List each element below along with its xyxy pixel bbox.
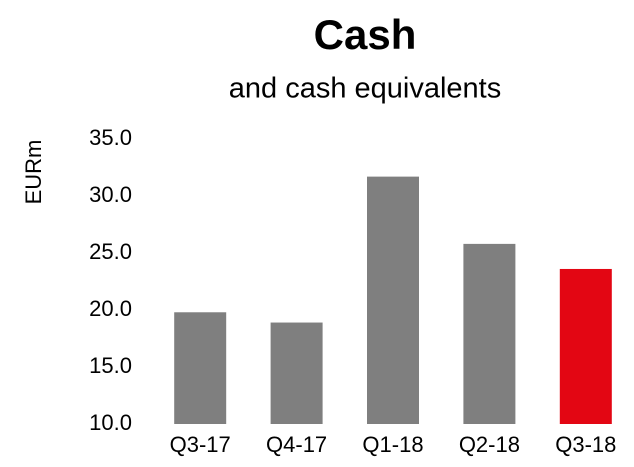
y-tick-label: 30.0 [89,182,132,207]
y-tick-label: 15.0 [89,353,132,378]
x-tick-label: Q3-17 [170,432,231,457]
bar [367,176,419,424]
x-tick-label: Q4-17 [266,432,327,457]
x-tick-label: Q2-18 [459,432,520,457]
y-tick-label: 20.0 [89,296,132,321]
x-tick-label: Q3-18 [555,432,616,457]
bar [559,268,612,424]
chart-title: Cash [314,11,417,58]
bar [270,322,323,424]
chart-subtitle: and cash equivalents [229,73,501,105]
y-tick-label: 10.0 [89,410,132,435]
y-axis-label: EURm [21,140,46,205]
y-tick-label: 35.0 [89,125,132,150]
x-tick-label: Q1-18 [362,432,423,457]
bar [174,312,227,424]
y-tick-label: 25.0 [89,239,132,264]
bar [463,243,516,424]
